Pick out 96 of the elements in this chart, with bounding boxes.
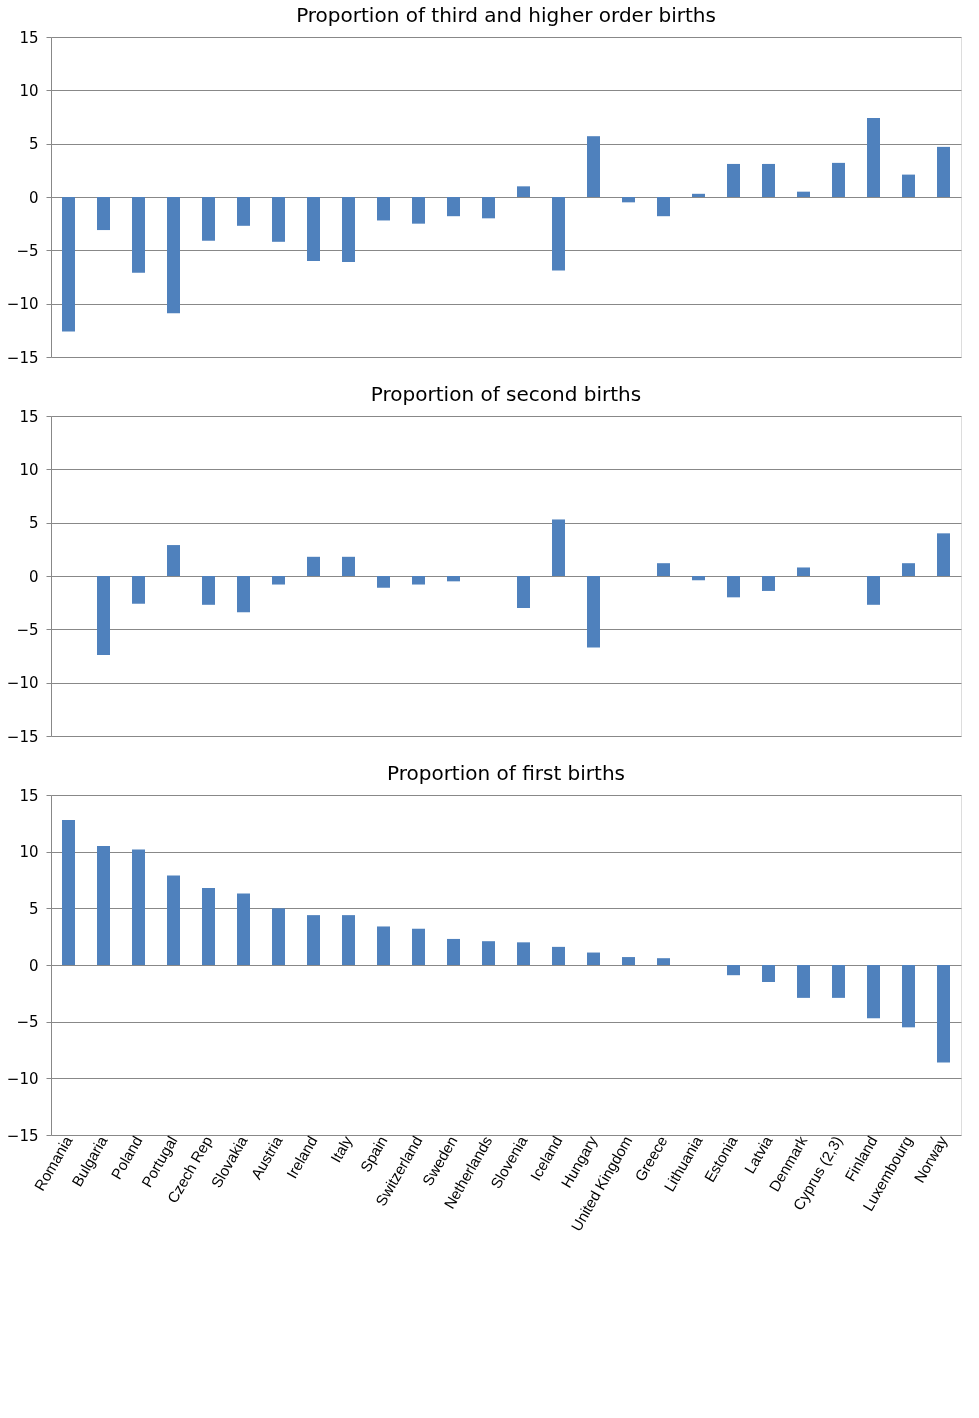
y-tick-label: 10 <box>19 81 39 100</box>
bar <box>832 965 845 998</box>
bar <box>202 197 215 241</box>
bar <box>412 576 425 585</box>
bar <box>587 576 600 648</box>
bar <box>97 576 110 655</box>
bar <box>342 915 355 965</box>
y-tick-label: 5 <box>28 899 39 918</box>
y-tick-label: −5 <box>16 620 39 639</box>
bar <box>902 174 915 197</box>
bar <box>342 556 355 576</box>
bar <box>307 556 320 576</box>
bar <box>377 576 390 588</box>
bar <box>762 576 775 591</box>
bar <box>517 942 530 965</box>
chart-title: Proportion of second births <box>370 382 642 406</box>
y-tick-label: −5 <box>16 241 39 260</box>
bar <box>272 576 285 585</box>
bar <box>762 965 775 982</box>
y-tick-label: −5 <box>16 1013 39 1032</box>
bar <box>202 576 215 605</box>
bar <box>377 926 390 965</box>
bar <box>412 928 425 965</box>
bar <box>202 887 215 965</box>
bar <box>237 893 250 965</box>
bar <box>657 197 670 217</box>
bar <box>132 197 145 273</box>
y-tick-label: 15 <box>19 28 39 47</box>
bar <box>237 576 250 613</box>
y-tick-label: 10 <box>19 460 39 479</box>
bar <box>342 197 355 263</box>
bar <box>412 197 425 224</box>
y-tick-label: 5 <box>28 135 39 154</box>
y-tick-label: −15 <box>6 727 39 746</box>
bar <box>902 965 915 1028</box>
y-tick-label: 0 <box>28 956 39 975</box>
bar <box>692 576 705 581</box>
y-tick-label: 0 <box>28 567 39 586</box>
bar <box>692 193 705 197</box>
bar <box>797 965 810 998</box>
bar <box>482 197 495 219</box>
bar <box>727 163 740 197</box>
bar <box>237 197 250 226</box>
chart-title: Proportion of first births <box>386 761 626 785</box>
bar <box>937 533 950 576</box>
bar <box>867 118 880 197</box>
bar <box>167 875 180 965</box>
bar <box>517 576 530 608</box>
bar <box>622 957 635 965</box>
y-tick-label: 10 <box>19 843 39 862</box>
bar <box>447 197 460 217</box>
bar <box>867 576 880 605</box>
bar <box>482 941 495 965</box>
bar <box>167 197 180 314</box>
bar <box>377 197 390 221</box>
bar <box>167 545 180 576</box>
bar <box>587 136 600 197</box>
bar <box>97 197 110 231</box>
bar <box>132 576 145 604</box>
bar <box>622 197 635 203</box>
y-tick-label: −15 <box>6 348 39 367</box>
bar <box>727 576 740 598</box>
bar <box>727 965 740 976</box>
bar <box>307 197 320 261</box>
bar <box>62 197 75 332</box>
y-tick-label: 15 <box>19 407 39 426</box>
y-tick-label: 0 <box>28 188 39 207</box>
bar <box>307 915 320 965</box>
bar <box>517 186 530 197</box>
y-tick-label: 5 <box>28 514 39 533</box>
y-tick-label: 15 <box>19 786 39 805</box>
bar <box>447 938 460 965</box>
bar <box>272 197 285 242</box>
bar <box>552 519 565 576</box>
bar <box>587 952 600 965</box>
bar <box>832 162 845 197</box>
bar <box>937 146 950 197</box>
bar <box>902 563 915 576</box>
y-tick-label: −10 <box>6 1069 39 1088</box>
bar <box>937 965 950 1063</box>
bar <box>132 849 145 965</box>
bar <box>272 908 285 965</box>
bar <box>97 846 110 965</box>
bar <box>797 191 810 197</box>
bar <box>62 819 75 965</box>
bar <box>797 567 810 576</box>
bar <box>867 965 880 1019</box>
bar <box>552 197 565 271</box>
y-tick-label: −10 <box>6 674 39 693</box>
chart-title: Proportion of third and higher order births <box>296 3 716 27</box>
bar <box>657 958 670 965</box>
bar <box>657 563 670 576</box>
bar <box>552 946 565 965</box>
bar <box>447 576 460 582</box>
bar <box>762 163 775 197</box>
y-tick-label: −10 <box>6 295 39 314</box>
